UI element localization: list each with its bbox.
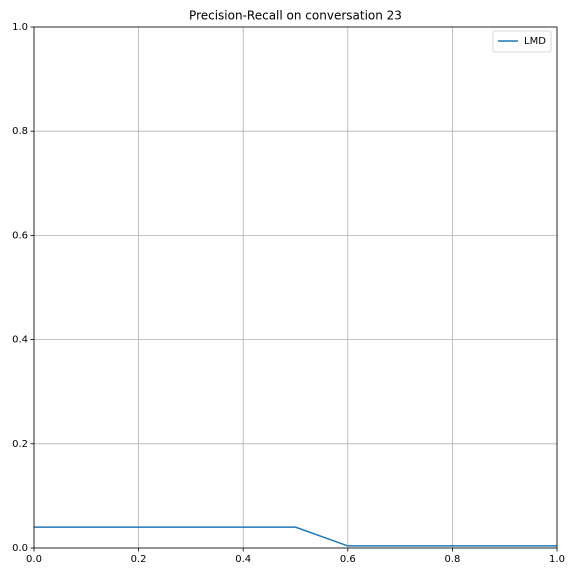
y-tick-label: 0.4 <box>12 335 28 346</box>
chart-title: Precision-Recall on conversation 23 <box>189 9 402 23</box>
x-tick-label: 0.8 <box>444 554 460 565</box>
x-tick-label: 1.0 <box>549 554 565 565</box>
legend-label: LMD <box>524 36 546 47</box>
x-tick-label: 0.2 <box>131 554 147 565</box>
y-tick-label: 0.6 <box>12 230 28 241</box>
y-tick-label: 0.2 <box>12 439 28 450</box>
legend-box <box>492 30 552 53</box>
x-tick-label: 0.0 <box>26 554 42 565</box>
y-tick-label: 1.0 <box>12 22 28 33</box>
x-tick-label: 0.6 <box>340 554 356 565</box>
y-tick-label: 0.0 <box>12 543 28 554</box>
x-tick-label: 0.4 <box>235 554 251 565</box>
data-line <box>34 526 557 547</box>
y-tick-label: 0.8 <box>12 126 28 137</box>
plot-frame <box>33 26 558 549</box>
